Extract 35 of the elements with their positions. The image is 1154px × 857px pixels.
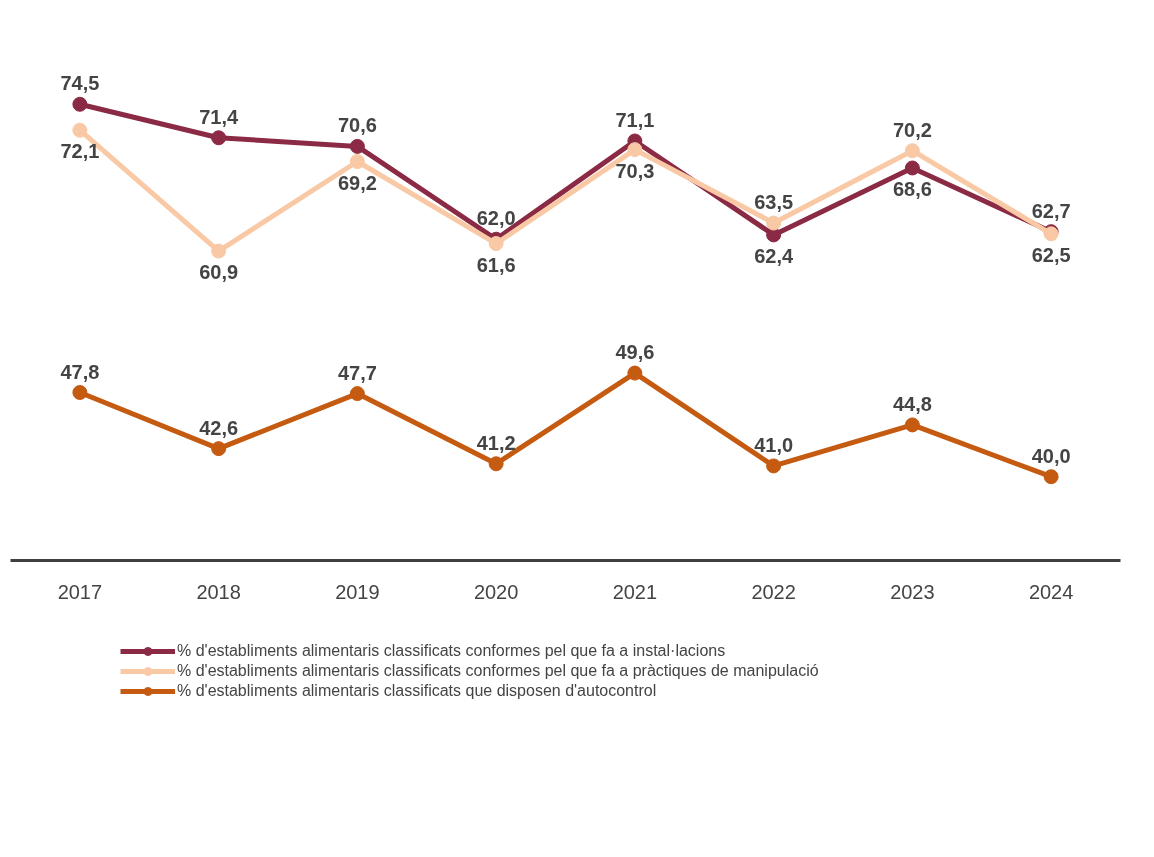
x-tick-label: 2017 bbox=[57, 580, 103, 603]
x-tick-label: 2021 bbox=[612, 580, 658, 603]
data-label: 41,2 bbox=[476, 431, 516, 454]
data-label: 74,5 bbox=[60, 72, 100, 95]
data-label: 49,6 bbox=[615, 341, 655, 364]
data-label: 62,4 bbox=[754, 244, 794, 267]
data-label: 47,7 bbox=[337, 361, 377, 384]
data-label: 63,5 bbox=[754, 191, 794, 214]
data-label: 40,0 bbox=[1031, 444, 1071, 467]
x-tick-label: 2018 bbox=[196, 580, 241, 603]
data-label: 70,2 bbox=[892, 118, 932, 141]
data-label: 61,6 bbox=[476, 253, 516, 276]
x-tick-label: 2024 bbox=[1028, 580, 1074, 603]
legend-label: % d'establiments alimentaris classificats conformes pel que fa a pràctiques de manipulació bbox=[177, 662, 819, 680]
data-label: 72,1 bbox=[60, 140, 100, 163]
x-tick-label: 2020 bbox=[473, 580, 519, 603]
data-label: 70,6 bbox=[337, 114, 377, 137]
legend-label: % d'establiments alimentaris classificats conformes pel que fa a instal·lacions bbox=[177, 642, 726, 660]
data-label: 69,2 bbox=[337, 171, 377, 194]
data-label: 68,6 bbox=[892, 177, 932, 200]
data-label: 62,5 bbox=[1031, 243, 1071, 266]
data-label: 42,6 bbox=[199, 416, 239, 439]
x-tick-label: 2023 bbox=[890, 580, 935, 603]
legend-label: % d'establiments alimentaris classificats que disposen d'autocontrol bbox=[177, 682, 657, 700]
data-label: 62,0 bbox=[476, 207, 516, 230]
data-label: 47,8 bbox=[60, 360, 100, 383]
data-label: 60,9 bbox=[199, 261, 239, 284]
x-tick-label: 2022 bbox=[751, 580, 796, 603]
data-label: 70,3 bbox=[615, 159, 655, 182]
data-label: 41,0 bbox=[754, 433, 794, 456]
data-label: 44,8 bbox=[892, 392, 932, 415]
data-label: 71,1 bbox=[615, 108, 655, 131]
data-label: 71,4 bbox=[199, 105, 239, 128]
data-label: 62,7 bbox=[1031, 199, 1071, 222]
x-tick-label: 2019 bbox=[335, 580, 380, 603]
